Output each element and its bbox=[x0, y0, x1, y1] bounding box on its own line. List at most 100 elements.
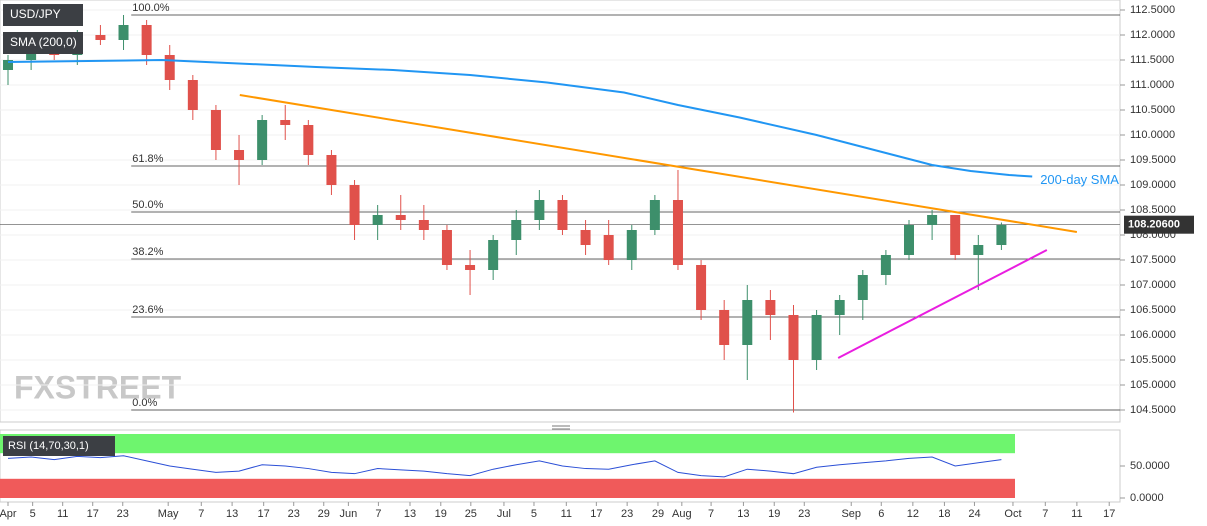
x-tick-label: 17 bbox=[87, 508, 99, 520]
x-tick-label: 19 bbox=[435, 508, 447, 520]
x-tick-label: 7 bbox=[708, 508, 714, 520]
rsi-title: RSI (14,70,30,1) bbox=[8, 440, 89, 452]
candle-body bbox=[603, 235, 614, 260]
candle-body bbox=[210, 110, 221, 150]
legend-entry: USD/JPY bbox=[10, 7, 61, 21]
last-price-box bbox=[1124, 215, 1194, 234]
y-tick-label: 109.5000 bbox=[1130, 154, 1176, 166]
legend-box bbox=[3, 4, 83, 26]
y-tick-label: 109.0000 bbox=[1130, 179, 1176, 191]
candle-body bbox=[765, 300, 776, 315]
candle-body bbox=[927, 215, 938, 225]
candle-body bbox=[534, 200, 545, 220]
candle-body bbox=[580, 230, 591, 245]
x-tick-label: 11 bbox=[561, 508, 572, 520]
candle-body bbox=[326, 155, 337, 185]
candle-body bbox=[719, 310, 730, 345]
x-tick-label: 25 bbox=[465, 508, 477, 520]
fib-label: 23.6% bbox=[132, 304, 163, 316]
x-tick-label: 24 bbox=[968, 508, 980, 520]
x-tick-label: 23 bbox=[621, 508, 633, 520]
y-tick-label: 108.5000 bbox=[1130, 204, 1176, 216]
x-tick-label: 17 bbox=[590, 508, 602, 520]
candle-body bbox=[234, 150, 245, 160]
fib-label: 38.2% bbox=[132, 246, 163, 258]
x-tick-label: Jun bbox=[340, 508, 358, 520]
x-tick-label: Oct bbox=[1004, 508, 1021, 520]
x-tick-label: 23 bbox=[288, 508, 300, 520]
candle-body bbox=[418, 220, 429, 230]
y-tick-label: 107.0000 bbox=[1130, 279, 1176, 291]
candle-body bbox=[742, 300, 753, 345]
y-tick-label: 110.0000 bbox=[1130, 129, 1175, 141]
candle-body bbox=[903, 225, 914, 255]
fib-label: 50.0% bbox=[132, 199, 163, 211]
candle-body bbox=[857, 275, 868, 300]
rsi-title-box bbox=[3, 436, 115, 456]
fib-label: 100.0% bbox=[132, 2, 170, 14]
x-tick-label: 11 bbox=[57, 508, 68, 520]
y-tick-label: 50.0000 bbox=[1130, 460, 1170, 472]
x-tick-label: 29 bbox=[318, 508, 330, 520]
y-tick-label: 111.0000 bbox=[1130, 79, 1174, 91]
overbought-zone bbox=[0, 434, 1015, 454]
x-tick-label: 13 bbox=[404, 508, 416, 520]
x-tick-label: 17 bbox=[1103, 508, 1115, 520]
candle-body bbox=[187, 80, 198, 110]
y-tick-label: 104.5000 bbox=[1130, 404, 1176, 416]
x-tick-label: 11 bbox=[1071, 508, 1082, 520]
candle-body bbox=[973, 245, 984, 255]
y-tick-label: 110.5000 bbox=[1130, 104, 1175, 116]
x-tick-label: 7 bbox=[198, 508, 204, 520]
candle-body bbox=[141, 25, 152, 55]
trend-line bbox=[239, 94, 1078, 233]
fib-label: 0.0% bbox=[132, 397, 157, 409]
candle-body bbox=[488, 240, 499, 270]
rsi-line bbox=[7, 455, 1002, 478]
watermark: FXSTREET bbox=[14, 369, 182, 405]
x-tick-label: 6 bbox=[878, 508, 884, 520]
y-tick-label: 106.5000 bbox=[1130, 304, 1176, 316]
candle-body bbox=[696, 265, 707, 310]
sma-line bbox=[7, 58, 1033, 178]
y-tick-label: 105.5000 bbox=[1130, 354, 1176, 366]
sma-annotation: 200-day SMA bbox=[1040, 172, 1119, 187]
candle-body bbox=[465, 265, 476, 270]
y-tick-label: 105.0000 bbox=[1130, 379, 1176, 391]
candle-body bbox=[672, 200, 683, 265]
y-tick-label: 107.5000 bbox=[1130, 254, 1176, 266]
x-tick-label: 7 bbox=[1042, 508, 1048, 520]
candle-body bbox=[280, 120, 291, 125]
x-tick-label: 13 bbox=[226, 508, 238, 520]
y-tick-label: 106.0000 bbox=[1130, 329, 1176, 341]
last-price-label: 108.20600 bbox=[1128, 219, 1180, 231]
panel-handle[interactable] bbox=[552, 425, 570, 430]
x-tick-label: 23 bbox=[798, 508, 810, 520]
y-tick-label: 112.0000 bbox=[1130, 29, 1175, 41]
candle-body bbox=[880, 255, 891, 275]
oversold-zone bbox=[0, 478, 1015, 498]
candle-body bbox=[788, 315, 799, 360]
candle-body bbox=[3, 60, 14, 70]
x-tick-label: 18 bbox=[938, 508, 950, 520]
x-tick-label: 12 bbox=[907, 508, 919, 520]
trend-line bbox=[837, 249, 1048, 359]
candle-body bbox=[372, 215, 383, 225]
candle-body bbox=[950, 215, 961, 255]
candle-body bbox=[649, 200, 660, 230]
candle-body bbox=[557, 200, 568, 230]
x-tick-label: May bbox=[158, 508, 179, 520]
candle-body bbox=[303, 125, 314, 155]
y-tick-label: 111.5000 bbox=[1130, 54, 1174, 66]
candle-body bbox=[441, 230, 452, 265]
candle-body bbox=[996, 225, 1007, 245]
legend-entry: SMA (200,0) bbox=[10, 35, 77, 49]
x-tick-label: 13 bbox=[737, 508, 749, 520]
x-tick-label: 7 bbox=[375, 508, 381, 520]
x-tick-label: 17 bbox=[258, 508, 270, 520]
candle-body bbox=[811, 315, 822, 360]
candle-body bbox=[834, 300, 845, 315]
x-tick-label: 23 bbox=[117, 508, 129, 520]
candle-body bbox=[257, 120, 268, 160]
